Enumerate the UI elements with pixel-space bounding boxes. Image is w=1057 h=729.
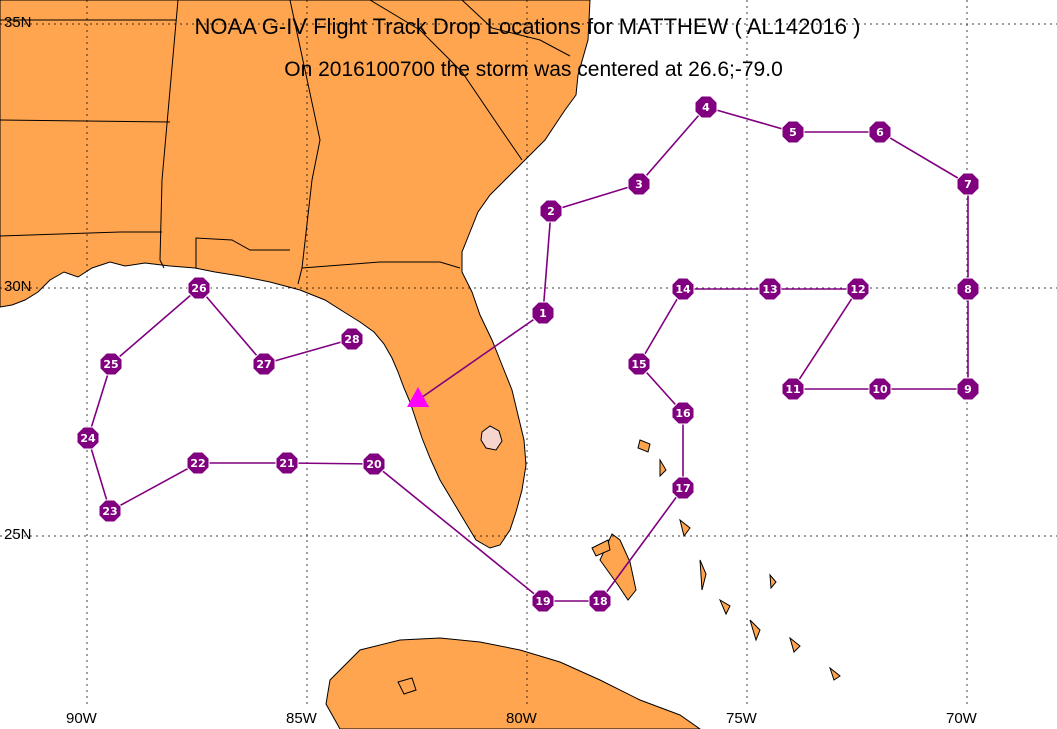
drop-marker-20 — [362, 452, 386, 476]
drop-label-10: 10 — [872, 383, 888, 396]
lake-okeechobee — [480, 425, 503, 451]
drop-marker-11 — [781, 377, 805, 401]
drop-label-6: 6 — [876, 126, 884, 139]
drop-marker-13 — [758, 277, 782, 301]
flight-track-line — [87, 106, 969, 602]
drop-marker-8 — [956, 277, 980, 301]
drop-label-25: 25 — [103, 358, 118, 371]
state-boundaries — [0, 0, 571, 285]
drop-label-26: 26 — [191, 282, 207, 295]
drop-marker-9 — [956, 377, 980, 401]
drop-label-2: 2 — [547, 205, 555, 218]
drop-marker-12 — [846, 277, 870, 301]
drop-label-20: 20 — [366, 458, 382, 471]
drop-label-9: 9 — [964, 383, 972, 396]
lat-label-25n: 25N — [4, 526, 32, 543]
drop-label-1: 1 — [539, 307, 547, 320]
storm-connector-line — [417, 312, 544, 401]
drop-marker-26 — [187, 276, 211, 300]
drop-label-27: 27 — [256, 358, 271, 371]
drop-marker-19 — [531, 589, 555, 613]
drop-marker-28 — [340, 327, 364, 351]
drop-marker-27 — [252, 352, 276, 376]
cuba — [325, 637, 701, 729]
drop-marker-23 — [98, 499, 122, 523]
drop-label-16: 16 — [675, 407, 691, 420]
drop-label-14: 14 — [675, 283, 691, 296]
drop-marker-15 — [627, 352, 651, 376]
drop-label-3: 3 — [635, 178, 643, 191]
map-title: NOAA G-IV Flight Track Drop Locations fo… — [194, 14, 861, 39]
drop-marker-14 — [671, 277, 695, 301]
drop-marker-7 — [956, 172, 980, 196]
drop-marker-16 — [671, 401, 695, 425]
storm-center-marker — [407, 387, 429, 407]
drop-marker-18 — [588, 589, 612, 613]
drop-label-19: 19 — [535, 595, 550, 608]
drop-marker-22 — [186, 451, 210, 475]
drop-label-28: 28 — [344, 333, 359, 346]
drop-label-21: 21 — [279, 457, 294, 470]
lon-label-85w: 85W — [286, 710, 317, 727]
drop-label-23: 23 — [102, 505, 117, 518]
map-subtitle: On 2016100700 the storm was centered at … — [284, 58, 783, 81]
drop-label-13: 13 — [762, 283, 777, 296]
drop-label-5: 5 — [789, 126, 797, 139]
lat-label-35n: 35N — [4, 14, 32, 31]
graticule — [0, 0, 1057, 705]
lon-label-90w: 90W — [66, 710, 97, 727]
drop-marker-5 — [781, 120, 805, 144]
drop-label-18: 18 — [592, 595, 607, 608]
drop-marker-24 — [76, 426, 100, 450]
isle-of-youth — [397, 677, 417, 695]
bahamas-islands — [591, 439, 841, 681]
lon-label-80w: 80W — [506, 710, 537, 727]
drop-label-15: 15 — [631, 358, 646, 371]
drop-marker-6 — [868, 120, 892, 144]
lon-label-75w: 75W — [726, 710, 757, 727]
drop-marker-2 — [539, 199, 563, 223]
drop-label-8: 8 — [964, 283, 972, 296]
drop-marker-4 — [694, 95, 718, 119]
drop-marker-1 — [531, 301, 555, 325]
drop-label-22: 22 — [190, 457, 205, 470]
drop-marker-25 — [99, 352, 123, 376]
us-mainland — [0, 0, 591, 549]
drop-marker-3 — [627, 172, 651, 196]
drop-label-4: 4 — [702, 101, 710, 114]
drop-label-24: 24 — [80, 432, 96, 445]
drop-label-17: 17 — [675, 482, 690, 495]
drop-marker-10 — [868, 377, 892, 401]
drop-label-12: 12 — [850, 283, 865, 296]
lon-label-70w: 70W — [946, 710, 977, 727]
drop-marker-21 — [275, 451, 299, 475]
lat-label-30n: 30N — [4, 278, 32, 295]
drop-label-11: 11 — [785, 383, 800, 396]
drop-marker-17 — [671, 476, 695, 500]
drop-label-7: 7 — [964, 178, 972, 191]
